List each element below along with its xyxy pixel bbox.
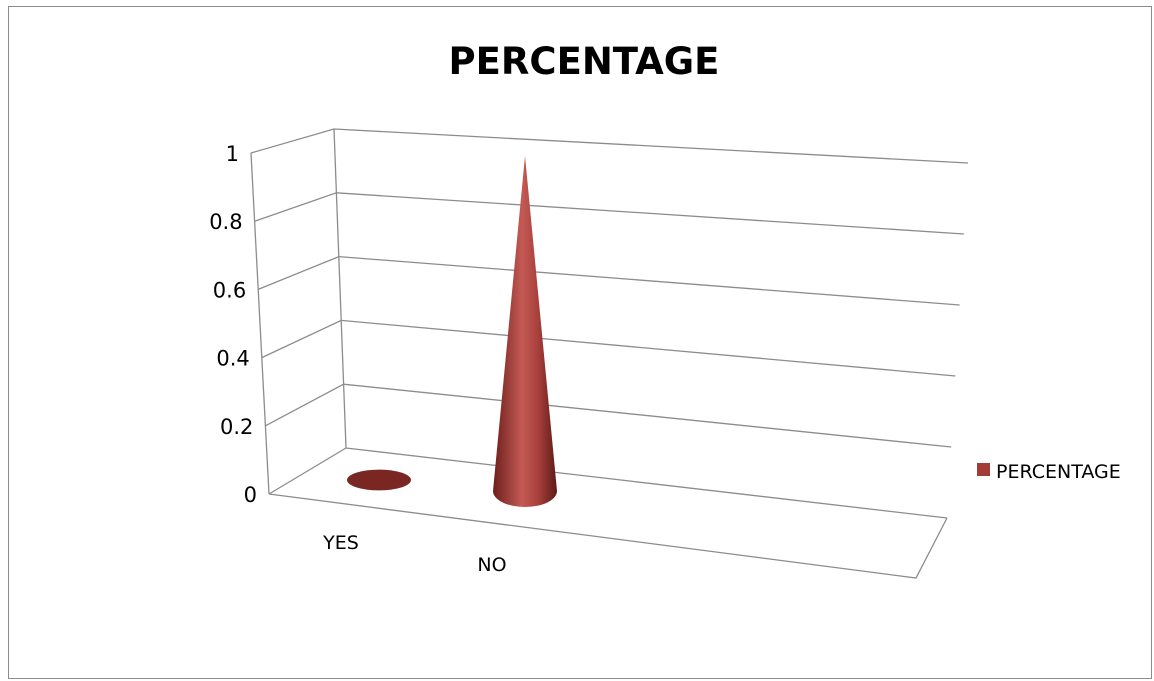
gridline: [250, 128, 969, 164]
cone-base-yes: [347, 469, 411, 491]
chart-svg: PERCENTAGE 0 0.2 0.4 0.6 0.8 1 YES NO PERCENTA…: [209, 40, 1121, 579]
y-tick-label: 0.2: [220, 415, 253, 439]
x-category-label: YES: [322, 532, 359, 554]
y-tick-label: 1: [226, 142, 239, 166]
wall-edge-back-left: [333, 128, 347, 449]
x-axis-labels: YES NO: [322, 532, 506, 576]
y-tick-label: 0.8: [209, 210, 242, 234]
floor-edge: [268, 493, 948, 579]
wall-edge-front-left: [250, 152, 270, 495]
legend-swatch: [977, 463, 990, 476]
gridline: [257, 255, 960, 306]
cone-no: [493, 156, 557, 507]
chart-marks: [347, 156, 557, 507]
y-tick-label: 0.4: [216, 347, 249, 371]
legend-label: PERCENTAGE: [996, 461, 1121, 483]
y-axis-ticks: 0 0.2 0.4 0.6 0.8 1: [209, 142, 257, 507]
chart-title: PERCENTAGE: [449, 40, 720, 83]
chart-walls: [250, 128, 969, 579]
x-category-label: NO: [477, 554, 506, 576]
gridline: [254, 192, 964, 235]
gridline: [261, 319, 956, 377]
y-tick-label: 0.6: [213, 278, 246, 302]
y-tick-label: 0: [244, 483, 257, 507]
legend: PERCENTAGE: [977, 461, 1121, 483]
chart-frame: PERCENTAGE 0 0.2 0.4 0.6 0.8 1 YES NO PERCENTA…: [8, 6, 1152, 679]
gridline: [265, 383, 952, 448]
